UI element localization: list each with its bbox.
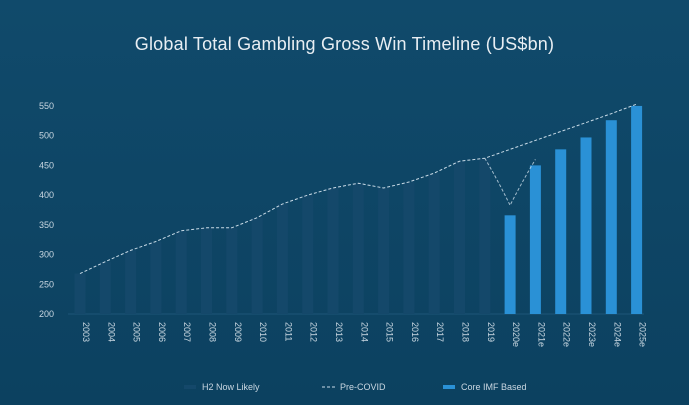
bar-h2-now-likely <box>276 204 288 314</box>
line-dip <box>484 157 536 207</box>
bar-h2-now-likely <box>428 173 440 314</box>
x-tick-label: 2007 <box>182 322 192 342</box>
x-tick-label: 2022e <box>562 322 572 347</box>
x-tick-label: 2020e <box>511 322 521 347</box>
x-tick-label: 2024e <box>612 322 622 347</box>
legend-label: H2 Now Likely <box>202 382 260 392</box>
x-tick-label: 2013 <box>334 322 344 342</box>
y-tick-label: 500 <box>39 131 54 141</box>
x-tick-label: 2004 <box>106 322 116 342</box>
x-tick-label: 2009 <box>233 322 243 342</box>
x-tick-label: 2019 <box>486 322 496 342</box>
bar-core-imf-based <box>504 215 516 314</box>
bar-h2-now-likely <box>74 273 86 314</box>
legend-swatch <box>443 385 455 389</box>
x-tick-label: 2016 <box>410 322 420 342</box>
x-tick-label: 2015 <box>385 322 395 342</box>
y-tick-label: 300 <box>39 250 54 260</box>
x-tick-label: 2025e <box>638 322 648 347</box>
x-tick-label: 2021e <box>536 322 546 347</box>
x-tick-label: 2005 <box>132 322 142 342</box>
bar-h2-now-likely <box>454 161 465 314</box>
y-tick-label: 200 <box>39 309 54 319</box>
legend-label: Core IMF Based <box>461 382 527 392</box>
x-tick-label: 2014 <box>359 322 369 342</box>
bar-core-imf-based <box>580 137 592 314</box>
x-tick-label: 2018 <box>461 322 471 342</box>
x-tick-label: 2011 <box>283 322 293 341</box>
bar-h2-now-likely <box>125 250 137 314</box>
bar-h2-now-likely <box>302 195 314 314</box>
bar-core-imf-based <box>529 165 541 314</box>
bar-h2-now-likely <box>327 187 339 314</box>
legend-swatch <box>184 385 196 389</box>
y-tick-label: 400 <box>39 190 54 200</box>
bar-h2-now-likely <box>378 187 390 314</box>
x-tick-label: 2012 <box>309 322 319 342</box>
y-tick-label: 550 <box>39 101 54 111</box>
x-tick-label: 2010 <box>258 322 268 342</box>
x-tick-label: 2023e <box>587 322 597 347</box>
bar-h2-now-likely <box>226 227 238 314</box>
chart-title: Global Total Gambling Gross Win Timeline… <box>134 34 555 54</box>
legend-label: Pre-COVID <box>340 382 386 392</box>
bar-h2-now-likely <box>175 230 187 314</box>
x-tick-label: 2008 <box>208 322 218 342</box>
bar-h2-now-likely <box>150 241 162 314</box>
x-tick-label: 2017 <box>435 322 445 342</box>
bar-core-imf-based <box>555 149 567 314</box>
y-tick-label: 350 <box>39 220 54 230</box>
x-tick-label: 2003 <box>81 322 91 342</box>
line-pre-covid <box>79 103 637 275</box>
bar-h2-now-likely <box>201 227 212 314</box>
bar-h2-now-likely <box>403 182 415 314</box>
bar-h2-now-likely <box>99 261 111 314</box>
bar-h2-now-likely <box>352 183 364 314</box>
bar-h2-now-likely <box>251 217 263 314</box>
bar-core-imf-based <box>631 105 643 314</box>
y-tick-label: 250 <box>39 279 54 289</box>
x-tick-label: 2006 <box>157 322 167 342</box>
bar-core-imf-based <box>605 120 617 314</box>
bar-h2-now-likely <box>479 158 491 314</box>
y-tick-label: 450 <box>39 160 54 170</box>
